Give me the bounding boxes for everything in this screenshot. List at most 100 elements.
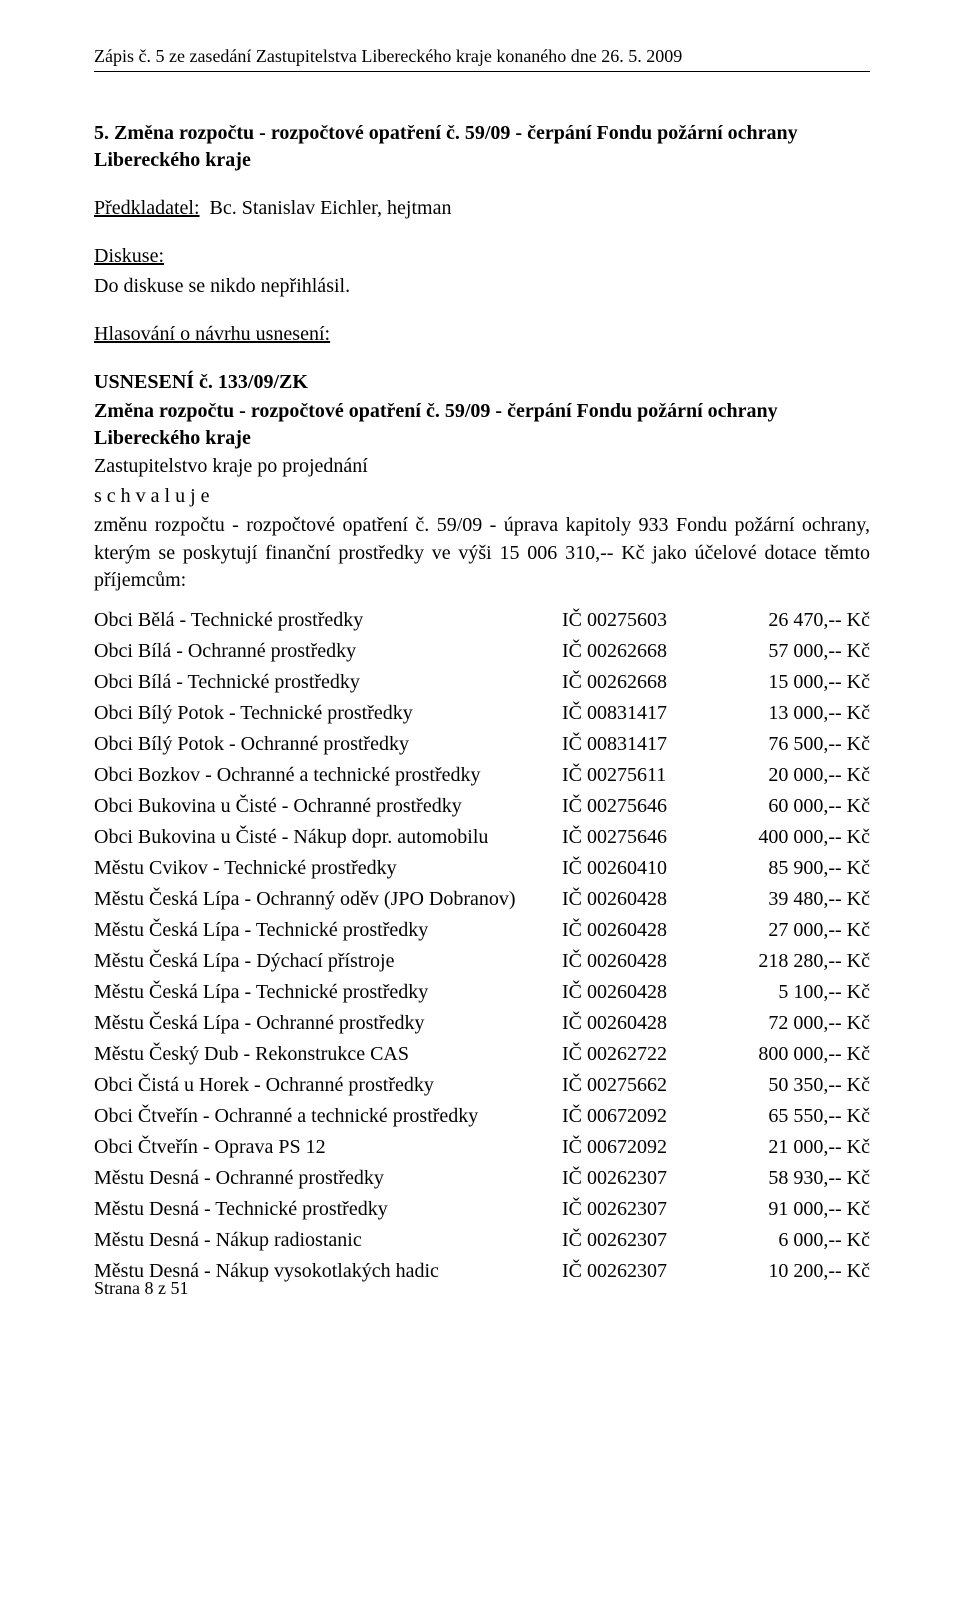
recipient-amount: 60 000,-- Kč [704,791,870,822]
table-row: Obci Čtveřín - Ochranné a technické pros… [94,1101,870,1132]
recipient-name: Obci Bílý Potok - Ochranné prostředky [94,729,562,760]
recipient-ic: IČ 00275662 [562,1070,704,1101]
recipient-amount: 6 000,-- Kč [704,1225,870,1256]
recipient-amount: 65 550,-- Kč [704,1101,870,1132]
recipient-ic: IČ 00275646 [562,822,704,853]
recipient-ic: IČ 00831417 [562,698,704,729]
recipient-amount: 76 500,-- Kč [704,729,870,760]
table-row: Městu Cvikov - Technické prostředkyIČ 00… [94,853,870,884]
table-row: Městu Desná - Nákup radiostanicIČ 002623… [94,1225,870,1256]
recipient-name: Obci Čistá u Horek - Ochranné prostředky [94,1070,562,1101]
table-row: Obci Bílá - Technické prostředkyIČ 00262… [94,667,870,698]
table-row: Obci Bukovina u Čisté - Ochranné prostře… [94,791,870,822]
usneseni-number: USNESENÍ č. 133/09/ZK [94,368,870,396]
recipient-name: Obci Bílá - Technické prostředky [94,667,562,698]
table-row: Městu Česká Lípa - Ochranný oděv (JPO Do… [94,884,870,915]
recipient-name: Městu Cvikov - Technické prostředky [94,853,562,884]
diskuse-label-line: Diskuse: [94,242,870,270]
predkladatel-label: Předkladatel: [94,197,200,219]
recipient-name: Obci Čtveřín - Ochranné a technické pros… [94,1101,562,1132]
doc-header: Zápis č. 5 ze zasedání Zastupitelstva Li… [94,46,870,67]
recipient-amount: 58 930,-- Kč [704,1163,870,1194]
recipient-ic: IČ 00262307 [562,1163,704,1194]
recipient-name: Městu Česká Lípa - Dýchací přístroje [94,946,562,977]
allocations-table: Obci Bělá - Technické prostředkyIČ 00275… [94,605,870,1287]
recipient-amount: 50 350,-- Kč [704,1070,870,1101]
table-row: Městu Český Dub - Rekonstrukce CASIČ 002… [94,1039,870,1070]
recipient-name: Obci Bělá - Technické prostředky [94,605,562,636]
recipient-amount: 91 000,-- Kč [704,1194,870,1225]
recipient-ic: IČ 00672092 [562,1101,704,1132]
recipient-amount: 13 000,-- Kč [704,698,870,729]
predkladatel-line: Předkladatel: Bc. Stanislav Eichler, hej… [94,194,870,222]
recipient-name: Městu Desná - Technické prostředky [94,1194,562,1225]
resolution-body: změnu rozpočtu - rozpočtové opatření č. … [94,512,870,595]
recipient-ic: IČ 00260428 [562,915,704,946]
recipient-amount: 5 100,-- Kč [704,977,870,1008]
table-row: Obci Bukovina u Čisté - Nákup dopr. auto… [94,822,870,853]
recipient-amount: 57 000,-- Kč [704,636,870,667]
recipient-amount: 400 000,-- Kč [704,822,870,853]
recipient-ic: IČ 00260428 [562,1008,704,1039]
table-row: Městu Desná - Nákup vysokotlakých hadicI… [94,1256,870,1287]
recipient-name: Městu Česká Lípa - Ochranné prostředky [94,1008,562,1039]
page-footer: Strana 8 z 51 [94,1278,188,1299]
table-row: Obci Bělá - Technické prostředkyIČ 00275… [94,605,870,636]
recipient-ic: IČ 00262307 [562,1256,704,1287]
recipient-name: Městu Desná - Nákup radiostanic [94,1225,562,1256]
table-row: Obci Bílý Potok - Ochranné prostředkyIČ … [94,729,870,760]
recipient-amount: 72 000,-- Kč [704,1008,870,1039]
table-row: Obci Bozkov - Ochranné a technické prost… [94,760,870,791]
recipient-amount: 10 200,-- Kč [704,1256,870,1287]
recipient-name: Městu Česká Lípa - Ochranný oděv (JPO Do… [94,884,562,915]
recipient-amount: 39 480,-- Kč [704,884,870,915]
recipient-ic: IČ 00262668 [562,667,704,698]
recipient-name: Obci Čtveřín - Oprava PS 12 [94,1132,562,1163]
table-row: Městu Česká Lípa - Technické prostředkyI… [94,915,870,946]
schvaluje-line: s c h v a l u j e [94,482,870,510]
recipient-amount: 85 900,-- Kč [704,853,870,884]
recipient-amount: 218 280,-- Kč [704,946,870,977]
recipient-amount: 26 470,-- Kč [704,605,870,636]
recipient-ic: IČ 00275603 [562,605,704,636]
recipient-name: Městu Česká Lípa - Technické prostředky [94,977,562,1008]
table-row: Městu Desná - Technické prostředkyIČ 002… [94,1194,870,1225]
table-row: Městu Desná - Ochranné prostředkyIČ 0026… [94,1163,870,1194]
recipient-ic: IČ 00262722 [562,1039,704,1070]
recipient-amount: 800 000,-- Kč [704,1039,870,1070]
recipient-ic: IČ 00831417 [562,729,704,760]
recipient-ic: IČ 00275611 [562,760,704,791]
recipient-name: Obci Bukovina u Čisté - Ochranné prostře… [94,791,562,822]
recipient-amount: 27 000,-- Kč [704,915,870,946]
recipient-name: Obci Bílý Potok - Technické prostředky [94,698,562,729]
table-row: Městu Česká Lípa - Technické prostředkyI… [94,977,870,1008]
page: Zápis č. 5 ze zasedání Zastupitelstva Li… [0,0,960,1327]
recipient-name: Obci Bukovina u Čisté - Nákup dopr. auto… [94,822,562,853]
recipient-ic: IČ 00672092 [562,1132,704,1163]
usneseni-title: Změna rozpočtu - rozpočtové opatření č. … [94,398,870,452]
recipient-name: Městu Český Dub - Rekonstrukce CAS [94,1039,562,1070]
diskuse-text: Do diskuse se nikdo nepřihlásil. [94,272,870,300]
projednani-line: Zastupitelstvo kraje po projednání [94,452,870,480]
recipient-ic: IČ 00260428 [562,884,704,915]
table-row: Obci Bílý Potok - Technické prostředkyIČ… [94,698,870,729]
section-title: 5. Změna rozpočtu - rozpočtové opatření … [94,120,870,174]
recipient-name: Městu Česká Lípa - Technické prostředky [94,915,562,946]
recipient-name: Městu Desná - Ochranné prostředky [94,1163,562,1194]
hlasovani-label: Hlasování o návrhu usnesení: [94,323,330,345]
recipient-name: Obci Bílá - Ochranné prostředky [94,636,562,667]
header-rule [94,71,870,72]
hlasovani-line: Hlasování o návrhu usnesení: [94,320,870,348]
table-row: Obci Bílá - Ochranné prostředkyIČ 002626… [94,636,870,667]
recipient-ic: IČ 00260428 [562,946,704,977]
recipient-ic: IČ 00260428 [562,977,704,1008]
diskuse-label: Diskuse: [94,245,164,267]
recipient-ic: IČ 00262307 [562,1194,704,1225]
recipient-name: Obci Bozkov - Ochranné a technické prost… [94,760,562,791]
recipient-ic: IČ 00275646 [562,791,704,822]
table-row: Obci Čistá u Horek - Ochranné prostředky… [94,1070,870,1101]
table-row: Obci Čtveřín - Oprava PS 12IČ 0067209221… [94,1132,870,1163]
table-row: Městu Česká Lípa - Dýchací přístrojeIČ 0… [94,946,870,977]
recipient-ic: IČ 00262668 [562,636,704,667]
recipient-ic: IČ 00262307 [562,1225,704,1256]
